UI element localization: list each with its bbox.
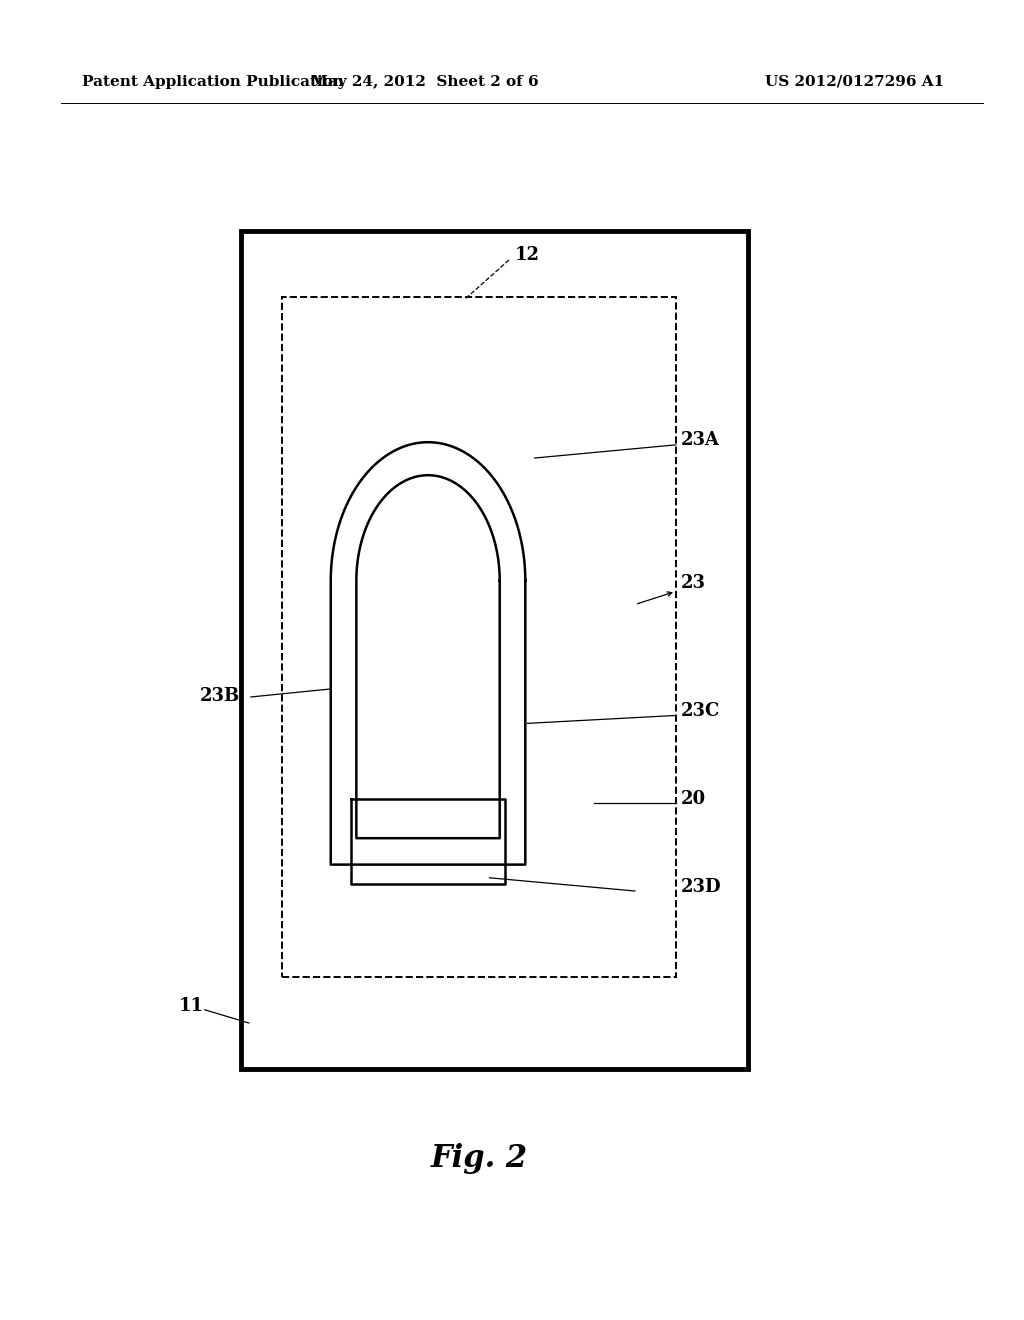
- Text: 23A: 23A: [681, 430, 720, 449]
- Text: 23: 23: [681, 574, 706, 593]
- Text: Fig. 2: Fig. 2: [431, 1143, 527, 1175]
- Text: 23D: 23D: [681, 878, 722, 896]
- Bar: [282, 297, 676, 977]
- Text: 11: 11: [179, 997, 204, 1015]
- Text: 20: 20: [681, 789, 707, 808]
- Text: 23C: 23C: [681, 702, 720, 721]
- Text: Patent Application Publication: Patent Application Publication: [82, 75, 344, 88]
- Text: 12: 12: [515, 246, 540, 264]
- Bar: [241, 231, 748, 1069]
- Text: US 2012/0127296 A1: US 2012/0127296 A1: [765, 75, 945, 88]
- Text: May 24, 2012  Sheet 2 of 6: May 24, 2012 Sheet 2 of 6: [311, 75, 539, 88]
- Text: 23B: 23B: [200, 686, 240, 705]
